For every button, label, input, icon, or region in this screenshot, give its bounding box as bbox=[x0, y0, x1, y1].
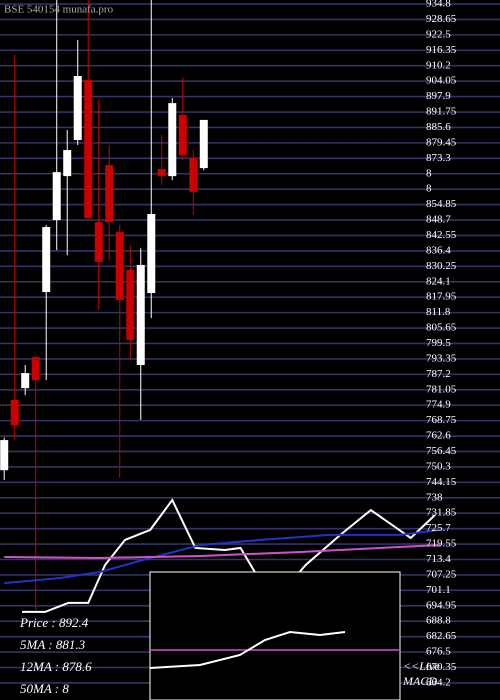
candle-body bbox=[42, 227, 51, 293]
y-tick-label: 781.05 bbox=[426, 383, 457, 395]
y-tick-label: 768.75 bbox=[426, 414, 457, 426]
y-tick-label: 817.95 bbox=[426, 291, 457, 303]
y-tick-label: 836.4 bbox=[426, 244, 451, 256]
candle-body bbox=[199, 119, 208, 169]
y-tick-label: 922.5 bbox=[426, 28, 451, 40]
info-line: 50MA : 8 bbox=[20, 681, 69, 696]
y-tick-label: 738 bbox=[426, 491, 443, 503]
y-tick-label: 682.65 bbox=[426, 630, 457, 642]
y-tick-label: 731.85 bbox=[426, 507, 457, 519]
candle-body bbox=[168, 103, 177, 177]
candle-body bbox=[136, 264, 145, 366]
y-tick-label: 719.55 bbox=[426, 538, 457, 550]
chart-title: BSE 540154 munafa.pro bbox=[4, 4, 114, 16]
info-line: Price : 892.4 bbox=[19, 615, 89, 630]
y-tick-label: 799.5 bbox=[426, 337, 451, 349]
y-tick-label: 725.7 bbox=[426, 522, 451, 534]
candle-body bbox=[105, 165, 114, 223]
plot bbox=[0, 0, 441, 613]
y-tick-label: 910.2 bbox=[426, 59, 451, 71]
y-tick-label: 787.2 bbox=[426, 368, 451, 380]
y-tick-label: 805.65 bbox=[426, 322, 457, 334]
y-tick-label: 8 bbox=[426, 183, 432, 195]
y-tick-label: 854.85 bbox=[426, 198, 457, 210]
macd-label: <<Live MACD bbox=[402, 659, 441, 688]
y-tick-label: 750.3 bbox=[426, 460, 451, 472]
candle-body bbox=[63, 150, 72, 177]
candle-body bbox=[21, 373, 30, 389]
macd-panel: <<Live MACD bbox=[149, 571, 441, 700]
candle-body bbox=[73, 76, 82, 140]
info-line: 12MA : 878.6 bbox=[20, 659, 92, 674]
y-tick-label: 891.75 bbox=[426, 106, 457, 118]
candle-body bbox=[178, 114, 187, 156]
candle-body bbox=[10, 399, 19, 426]
macd-line bbox=[149, 630, 346, 669]
y-axis: 934.8 928.65 922.5 916.35 910.2 904.05 897.9 89… bbox=[426, 0, 457, 688]
y-tick-label: 676.5 bbox=[426, 646, 451, 658]
y-tick-label: 701.1 bbox=[426, 584, 451, 596]
candle-body bbox=[126, 269, 135, 340]
y-tick-label: 688.8 bbox=[426, 615, 451, 627]
ma-line bbox=[4, 528, 441, 585]
y-tick-label: 756.45 bbox=[426, 445, 457, 457]
y-tick-label: 873.3 bbox=[426, 152, 451, 164]
ma-line bbox=[22, 498, 436, 613]
y-tick-label: 670.35 bbox=[426, 661, 457, 673]
y-tick-label: 848.7 bbox=[426, 214, 451, 226]
ma-line bbox=[4, 543, 441, 559]
y-tick-label: 774.9 bbox=[426, 399, 451, 411]
candle-body bbox=[84, 80, 93, 219]
y-tick-label: 8 bbox=[426, 167, 432, 179]
y-tick-label: 879.45 bbox=[426, 136, 457, 148]
y-tick-label: 694.95 bbox=[426, 599, 457, 611]
info: Price : 892.4 5MA : 881.3 12MA : 878.6 50MA… bbox=[19, 615, 92, 696]
y-tick-label: 885.6 bbox=[426, 121, 451, 133]
y-tick-label: 897.9 bbox=[426, 90, 451, 102]
y-tick-label: 824.1 bbox=[426, 275, 451, 287]
candle-body bbox=[189, 158, 198, 192]
candle-body bbox=[94, 222, 103, 262]
y-tick-label: 762.6 bbox=[426, 430, 451, 442]
candle-body bbox=[157, 169, 166, 177]
y-tick-label: 842.55 bbox=[426, 229, 457, 241]
y-tick-label: 811.8 bbox=[426, 306, 451, 318]
y-tick-label: 744.15 bbox=[426, 476, 457, 488]
y-tick-label: 934.8 bbox=[426, 0, 451, 10]
info-line: 5MA : 881.3 bbox=[20, 637, 86, 652]
candle-body bbox=[115, 232, 124, 301]
candle-body bbox=[0, 440, 9, 471]
y-tick-label: 713.4 bbox=[426, 553, 451, 565]
y-tick-label: 707.25 bbox=[426, 568, 457, 580]
candle-body bbox=[52, 172, 61, 221]
y-tick-label: 830.25 bbox=[426, 260, 457, 272]
candle-body bbox=[31, 357, 40, 381]
y-tick-label: 928.65 bbox=[426, 13, 457, 25]
candle-body bbox=[147, 214, 156, 294]
grid bbox=[0, 3, 500, 684]
y-tick-label: 904.05 bbox=[426, 75, 457, 87]
y-tick-label: 793.35 bbox=[426, 352, 457, 364]
y-tick-label: 664.2 bbox=[426, 676, 451, 688]
y-tick-label: 916.35 bbox=[426, 44, 457, 56]
